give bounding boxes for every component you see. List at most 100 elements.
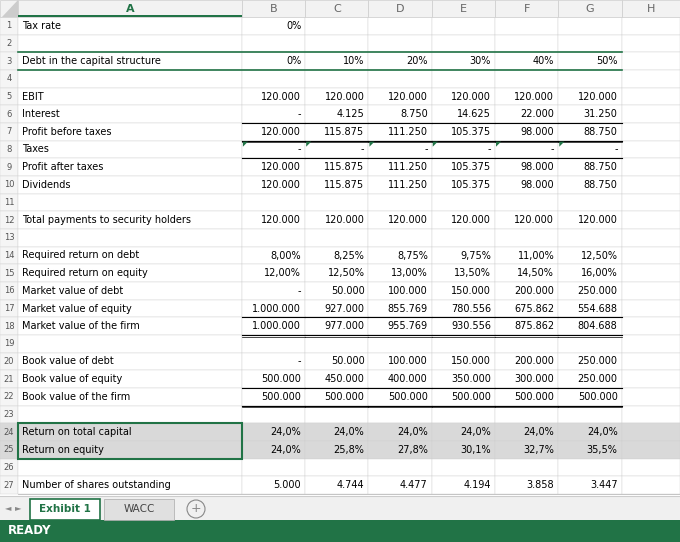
- Bar: [432, 476, 495, 494]
- Text: 927.000: 927.000: [324, 304, 364, 313]
- Text: 350.000: 350.000: [451, 374, 491, 384]
- Bar: [369, 0, 432, 17]
- Bar: [622, 459, 680, 476]
- Bar: [622, 193, 680, 211]
- Bar: [242, 229, 305, 247]
- Bar: [495, 282, 558, 300]
- Bar: [558, 335, 622, 353]
- Bar: [495, 317, 558, 335]
- Polygon shape: [369, 141, 375, 147]
- Text: 10: 10: [4, 180, 14, 189]
- Text: Market value of the firm: Market value of the firm: [22, 321, 140, 331]
- Text: 9,75%: 9,75%: [460, 250, 491, 261]
- Bar: [0, 476, 18, 494]
- Bar: [369, 405, 432, 423]
- Text: 100.000: 100.000: [388, 286, 428, 296]
- Bar: [495, 141, 558, 158]
- Text: 930.556: 930.556: [451, 321, 491, 331]
- Bar: [495, 158, 558, 176]
- Text: 105.375: 105.375: [451, 162, 491, 172]
- Text: 120.000: 120.000: [578, 215, 617, 225]
- Text: D: D: [396, 3, 405, 14]
- Text: 12: 12: [4, 216, 14, 225]
- Text: -: -: [298, 109, 301, 119]
- Bar: [432, 353, 495, 370]
- Text: F: F: [524, 3, 530, 14]
- Text: 955.769: 955.769: [388, 321, 428, 331]
- Text: 14: 14: [4, 251, 14, 260]
- Bar: [432, 88, 495, 105]
- Text: 500.000: 500.000: [451, 392, 491, 402]
- Bar: [622, 123, 680, 141]
- Text: 27: 27: [3, 481, 14, 489]
- Text: 0%: 0%: [286, 56, 301, 66]
- Bar: [369, 459, 432, 476]
- Bar: [622, 282, 680, 300]
- Text: Return on total capital: Return on total capital: [22, 427, 132, 437]
- Bar: [432, 282, 495, 300]
- Bar: [369, 17, 432, 35]
- Text: 25,8%: 25,8%: [334, 445, 364, 455]
- Bar: [495, 176, 558, 193]
- Bar: [432, 17, 495, 35]
- Text: 100.000: 100.000: [388, 357, 428, 366]
- Bar: [432, 53, 495, 70]
- Bar: [242, 211, 305, 229]
- Text: 1.000.000: 1.000.000: [252, 304, 301, 313]
- Bar: [305, 459, 369, 476]
- Bar: [18, 53, 242, 70]
- Text: Debt in the capital structure: Debt in the capital structure: [22, 56, 161, 66]
- Text: 500.000: 500.000: [261, 374, 301, 384]
- Bar: [242, 353, 305, 370]
- Text: 8,75%: 8,75%: [397, 250, 428, 261]
- Bar: [495, 35, 558, 53]
- Bar: [242, 370, 305, 388]
- Text: 8,00%: 8,00%: [271, 250, 301, 261]
- Bar: [558, 441, 622, 459]
- Bar: [18, 282, 242, 300]
- Bar: [432, 229, 495, 247]
- Bar: [242, 247, 305, 264]
- Text: 300.000: 300.000: [515, 374, 554, 384]
- Text: 25: 25: [4, 446, 14, 454]
- Bar: [305, 423, 369, 441]
- Text: 13,50%: 13,50%: [454, 268, 491, 278]
- Bar: [369, 300, 432, 317]
- Bar: [495, 229, 558, 247]
- Text: 200.000: 200.000: [515, 357, 554, 366]
- Bar: [558, 70, 622, 88]
- Bar: [369, 88, 432, 105]
- Bar: [242, 476, 305, 494]
- Bar: [18, 441, 242, 459]
- Bar: [622, 88, 680, 105]
- Bar: [18, 141, 242, 158]
- Bar: [242, 300, 305, 317]
- Text: 8,25%: 8,25%: [334, 250, 364, 261]
- Text: 20: 20: [4, 357, 14, 366]
- Bar: [242, 88, 305, 105]
- Bar: [305, 158, 369, 176]
- Text: 50%: 50%: [596, 56, 617, 66]
- Bar: [622, 0, 680, 17]
- Text: 22: 22: [4, 392, 14, 401]
- Bar: [0, 193, 18, 211]
- Bar: [305, 335, 369, 353]
- Text: 4.194: 4.194: [464, 480, 491, 490]
- Text: 98.000: 98.000: [521, 127, 554, 137]
- Bar: [622, 35, 680, 53]
- Bar: [0, 17, 18, 35]
- Bar: [0, 370, 18, 388]
- Bar: [18, 317, 242, 335]
- Text: 804.688: 804.688: [578, 321, 617, 331]
- Text: 200.000: 200.000: [515, 286, 554, 296]
- Text: 115.875: 115.875: [324, 127, 364, 137]
- Polygon shape: [496, 141, 501, 147]
- Bar: [558, 317, 622, 335]
- Bar: [558, 17, 622, 35]
- Text: 16: 16: [3, 286, 14, 295]
- Bar: [18, 0, 242, 17]
- Bar: [432, 176, 495, 193]
- Text: 554.688: 554.688: [577, 304, 617, 313]
- Bar: [369, 264, 432, 282]
- Bar: [432, 70, 495, 88]
